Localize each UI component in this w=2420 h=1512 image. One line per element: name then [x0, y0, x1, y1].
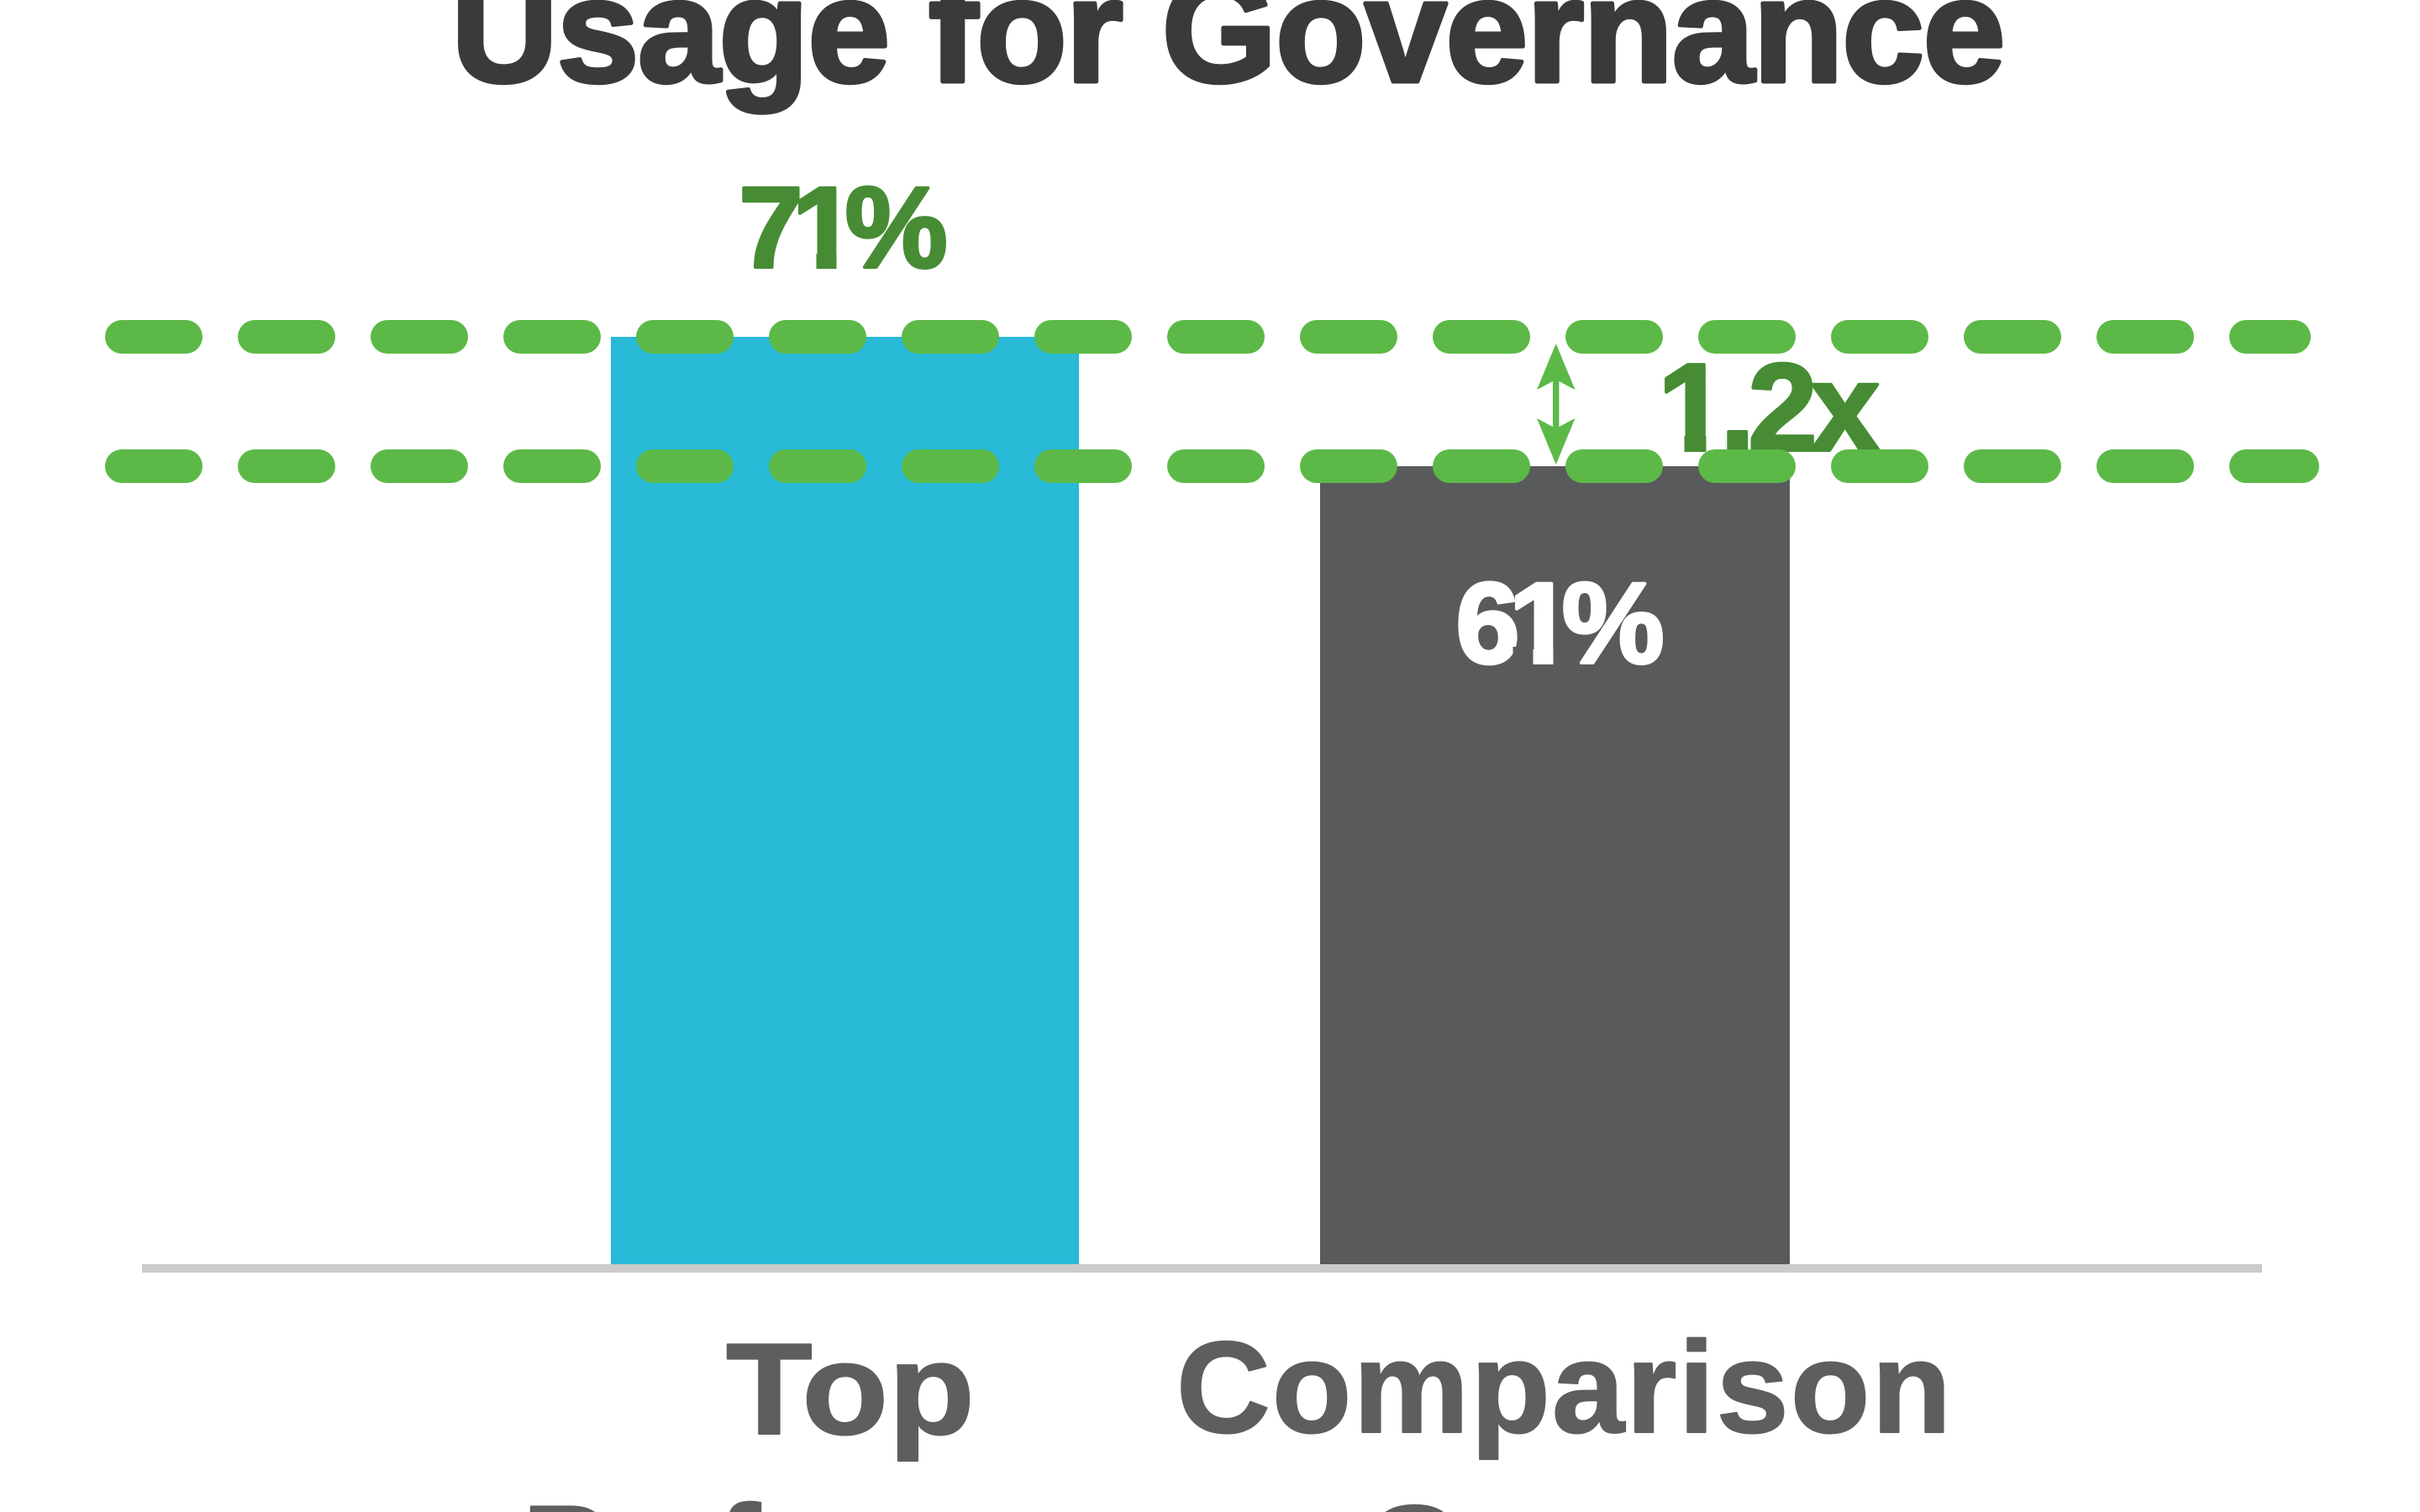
svg-text:61%: 61%	[1455, 559, 1661, 688]
svg-text:71%: 71%	[739, 164, 944, 292]
svg-text:Usage for Governance: Usage for Governance	[451, 0, 2004, 113]
svg-text:Comparison: Comparison	[1176, 1315, 1953, 1460]
svg-text:Group: Group	[1364, 1478, 1754, 1512]
svg-text:Performers: Performers	[522, 1478, 1166, 1512]
svg-text:Top: Top	[726, 1316, 975, 1462]
